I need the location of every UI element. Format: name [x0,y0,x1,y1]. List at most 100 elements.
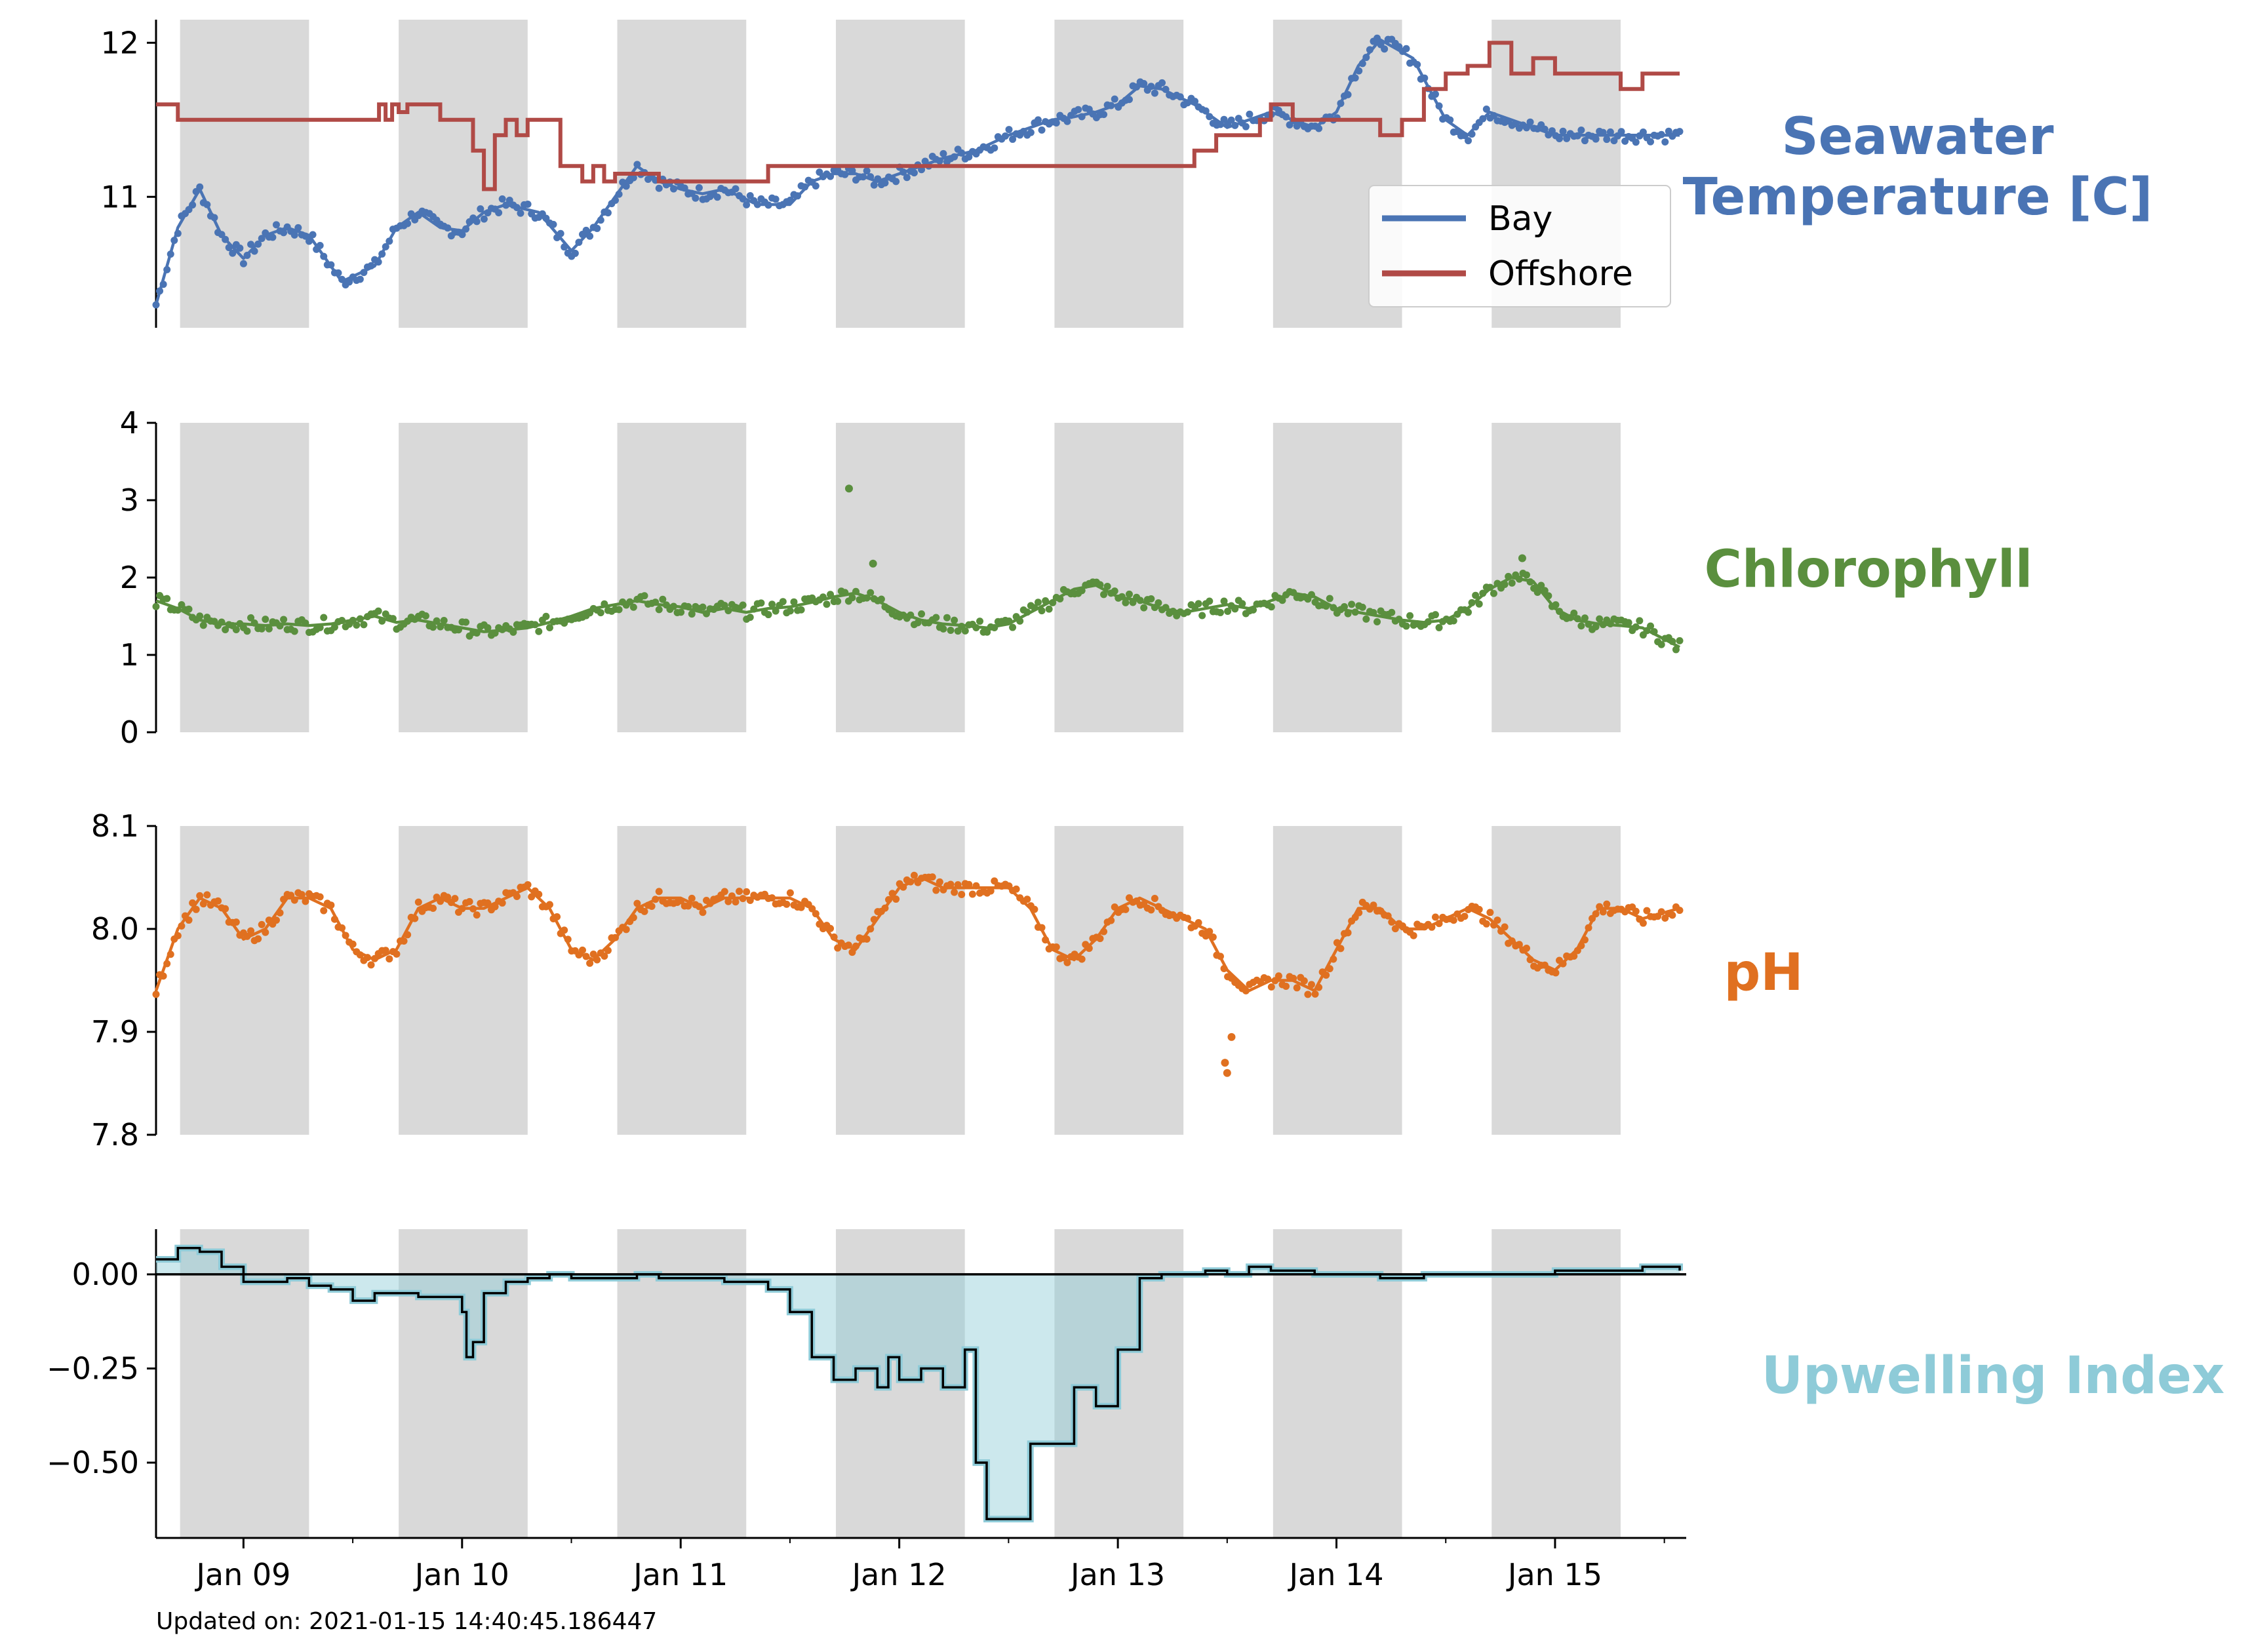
data-point [1402,45,1410,52]
data-point [1147,906,1155,914]
data-point [1676,637,1684,644]
data-point-outlier [1227,1032,1236,1041]
data-point [1100,111,1108,119]
data-point [524,881,532,889]
y-tick-label: −0.25 [47,1351,139,1386]
data-point [586,959,594,967]
panel-title: Upwelling Index [1762,1347,2224,1406]
data-point [958,890,966,898]
data-point [1009,623,1017,631]
data-point [1669,911,1676,919]
data-point [462,618,470,626]
data-point [684,902,692,910]
data-point [451,895,459,903]
data-point [641,592,648,600]
data-point [302,897,309,905]
data-point [178,601,186,609]
night-band [1491,826,1621,1135]
data-point [1326,595,1333,602]
data-point [1599,908,1607,916]
data-point-outlier [1518,554,1526,562]
legend-label: Bay [1488,199,1552,239]
x-tick-label: Jan 14 [1287,1557,1383,1592]
data-point [1596,615,1604,623]
data-point [976,618,984,625]
y-tick-label: −0.50 [47,1445,139,1480]
night-band [617,423,747,732]
data-point [1140,604,1148,612]
x-tick-label: Jan 09 [194,1557,290,1592]
data-point [1122,599,1130,606]
data-point [1577,127,1585,134]
data-point [1435,623,1443,631]
data-point [272,221,280,229]
data-point [320,907,328,914]
data-point [542,612,550,620]
data-point [597,609,604,617]
data-point [517,209,524,217]
data-point [1125,590,1133,598]
data-point [764,611,772,619]
panel-title: Seawater Temperature [C] [1683,108,2153,227]
data-point [484,624,492,632]
data-point [374,607,382,615]
data-point [1304,991,1312,998]
data-point [772,195,780,203]
data-point [1122,905,1130,913]
night-band [1054,423,1184,732]
data-point [203,891,211,899]
data-point [480,215,488,223]
data-point [1563,134,1571,142]
data-point [262,616,269,623]
data-point [1034,599,1042,606]
data-point [1052,943,1060,951]
data-point [1282,983,1290,991]
panel-4: −0.50 −0.25 0.00 Upwelling Index [47,1229,2224,1539]
y-tick-label: 11 [100,179,139,214]
legend-label: Offshore [1488,254,1633,294]
data-point [316,893,324,901]
data-point [968,890,976,898]
data-point [258,920,266,928]
data-point [360,621,368,629]
data-point [1461,913,1469,920]
data-point [1388,608,1396,616]
data-point [1450,916,1457,924]
panel-title-line: Seawater [1781,108,2054,167]
night-band [1491,1229,1621,1538]
data-point [1625,619,1632,627]
data-point [947,880,955,888]
data-point [863,167,871,175]
data-point [290,231,298,239]
data-point-outlier [1223,1069,1231,1077]
night-band [835,826,965,1135]
data-point [910,871,918,879]
data-point [152,602,160,610]
data-point [1198,612,1206,620]
y-tick-label: 0 [120,715,139,750]
data-point [688,894,696,902]
data-point [1151,89,1158,97]
data-point [247,241,255,248]
data-point [1475,600,1483,608]
data-point [545,624,553,632]
data-point [790,598,798,606]
data-point [732,185,740,193]
data-point [1052,119,1060,127]
data-point [1195,600,1202,608]
data-point [1216,608,1224,616]
series-line [155,576,1681,649]
data-point [247,614,255,621]
data-point [477,205,484,213]
y-tick-label: 4 [120,405,139,441]
data-point [867,589,875,597]
data-point [834,944,842,952]
data-point [961,627,969,635]
data-point [1570,609,1578,617]
data-point [1307,981,1315,989]
data-point [429,904,437,912]
data-point [152,991,160,998]
data-point [659,595,667,603]
data-point [939,625,947,633]
